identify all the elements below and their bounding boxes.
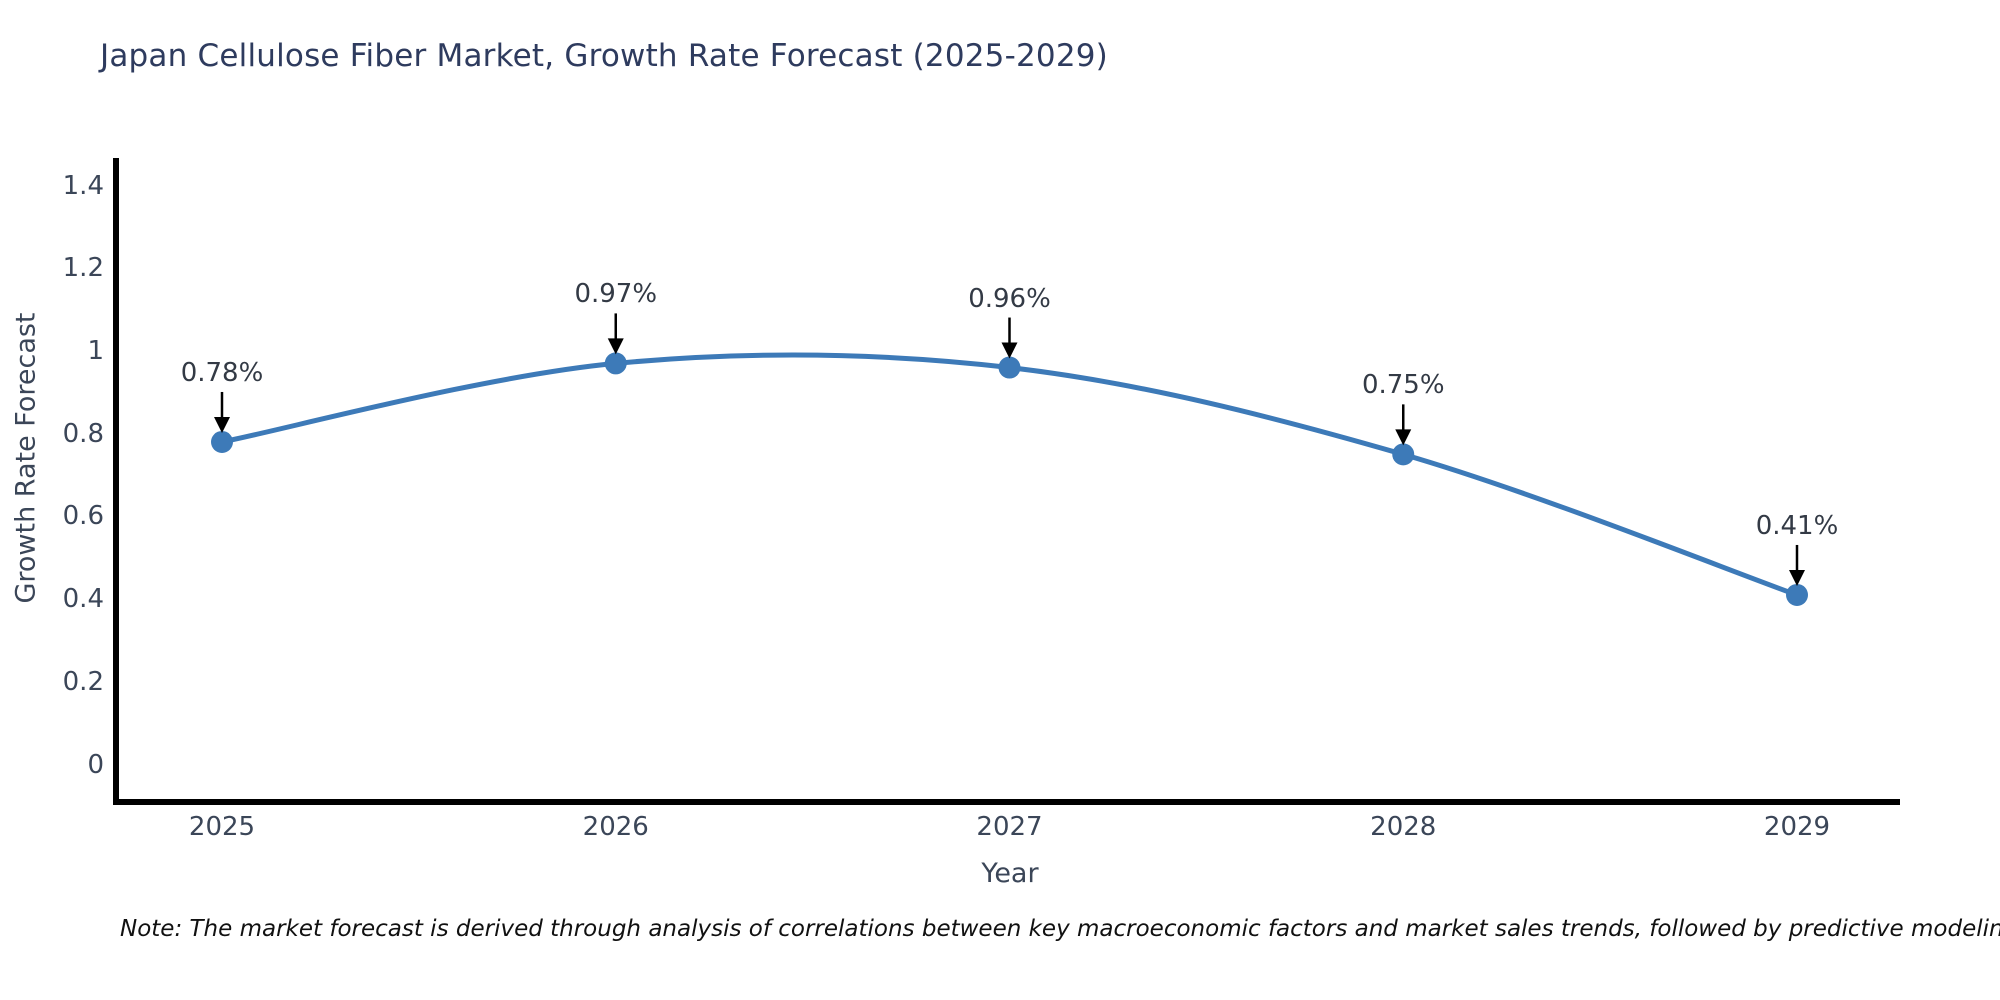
footnote: Note: The market forecast is derived thr… [120, 916, 2000, 942]
x-tick-label: 2029 [1763, 812, 1831, 842]
x-axis-spine [113, 799, 1900, 805]
annotation-arrow-head [607, 338, 624, 355]
data-point-label: 0.96% [968, 283, 1051, 314]
data-point-marker [1392, 443, 1415, 466]
annotation-arrow-head [1001, 342, 1018, 359]
trend-line [219, 352, 1800, 598]
data-point-label: 0.78% [180, 357, 264, 388]
data-point-marker [211, 430, 233, 453]
y-tick-label: 1.2 [62, 253, 104, 284]
data-point-marker [998, 356, 1021, 379]
data-point-marker [604, 352, 627, 375]
y-tick-label: 0.2 [62, 666, 104, 697]
y-axis-spine [113, 158, 119, 805]
chart-title: Japan Cellulose Fiber Market, Growth Rat… [100, 38, 1108, 74]
data-point-label: 0.75% [1361, 370, 1445, 401]
data-point-marker [1786, 583, 1808, 606]
y-tick-label: 1.4 [62, 170, 104, 201]
y-tick-label: 0 [87, 749, 104, 780]
data-point-label: 0.97% [574, 279, 658, 310]
x-tick-label: 2026 [582, 812, 649, 842]
annotation-arrow-head [214, 416, 230, 433]
annotation-arrow-head [1789, 569, 1805, 586]
y-tick-label: 0.6 [62, 501, 104, 532]
x-tick-label: 2027 [976, 812, 1043, 842]
x-axis-title: Year [981, 858, 1039, 889]
annotation-arrow-head [1395, 429, 1412, 446]
x-tick-label: 2028 [1370, 812, 1437, 842]
x-tick-label: 2025 [188, 812, 256, 842]
data-point-label: 0.41% [1755, 510, 1839, 541]
y-tick-label: 0.4 [62, 584, 104, 615]
y-tick-label: 0.8 [62, 418, 104, 449]
y-tick-label: 1 [87, 336, 104, 366]
